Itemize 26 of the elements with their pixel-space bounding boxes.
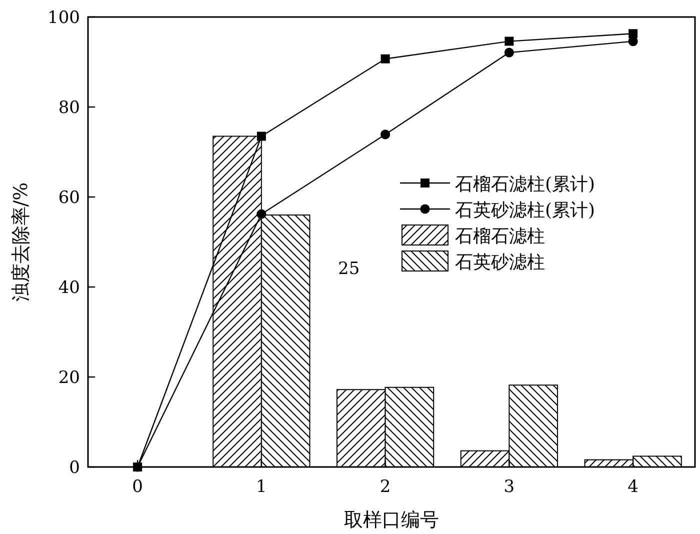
point	[504, 48, 514, 58]
point	[256, 209, 266, 219]
x-tick-label: 2	[380, 477, 391, 497]
point	[628, 29, 638, 38]
x-tick-label: 4	[628, 477, 638, 497]
legend-label: 石英砂滤柱(累计)	[455, 200, 596, 221]
point	[380, 54, 390, 64]
y-tick-label: 40	[58, 278, 80, 298]
y-axis-title: 浊度去除率/%	[10, 182, 32, 302]
x-tick-label: 1	[256, 477, 267, 497]
y-tick-label: 20	[58, 368, 80, 388]
y-tick-label: 0	[69, 458, 80, 478]
legend-label: 石英砂滤柱	[455, 252, 545, 273]
point	[628, 36, 638, 46]
legend-label: 石榴石滤柱	[455, 226, 545, 247]
y-tick-label: 100	[48, 8, 80, 28]
y-tick-label: 80	[58, 98, 80, 118]
legend-label: 石榴石滤柱(累计)	[455, 174, 596, 195]
x-tick-label: 0	[132, 477, 143, 497]
y-tick-label: 60	[58, 188, 80, 208]
point	[256, 132, 266, 141]
point	[380, 130, 390, 140]
x-tick-label: 3	[504, 477, 515, 497]
x-axis-title: 取样口编号	[344, 509, 439, 531]
annotation: 25	[338, 259, 360, 279]
point	[504, 36, 514, 46]
